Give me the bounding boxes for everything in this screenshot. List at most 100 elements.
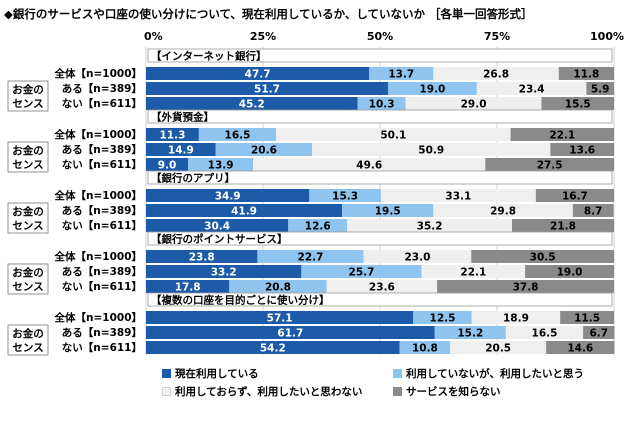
bar-value-label: 10.8 (412, 343, 438, 355)
bar-value-label: 13.7 (388, 69, 414, 81)
bar-value-label: 12.5 (430, 313, 456, 325)
group-label-line: お金の (12, 144, 44, 157)
bar-segment (505, 326, 584, 339)
bar-value-label: 13.9 (208, 160, 234, 172)
bar-value-label: 50.9 (418, 145, 444, 157)
section-title-box (147, 292, 613, 307)
bar-value-label: 25.7 (349, 267, 375, 279)
bar-segment (309, 189, 381, 202)
bar-value-label: 16.5 (225, 130, 251, 142)
bar-segment (433, 67, 559, 80)
x-tick-label: 100% (590, 30, 624, 43)
bar-segment (511, 219, 614, 232)
bar-segment (535, 189, 614, 202)
bar-value-label: 22.1 (460, 267, 486, 279)
x-tick-label: 50% (367, 30, 393, 43)
bar-value-label: 14.6 (567, 343, 593, 355)
bar-segment (146, 265, 302, 278)
row-label: ある【n=389】 (62, 143, 142, 156)
bar-value-label: 19.0 (419, 84, 445, 96)
bar-value-label: 22.1 (549, 130, 575, 142)
section-title-box (147, 231, 613, 246)
group-label-line: お金の (12, 205, 44, 218)
bar-value-label: 15.2 (457, 328, 483, 340)
bar-value-label: 6.7 (589, 328, 608, 340)
bar-segment (560, 311, 614, 324)
bar-segment (550, 143, 614, 156)
bar-segment (146, 250, 258, 263)
legend-swatch-0 (162, 369, 171, 378)
row-label: ない【n=611】 (62, 219, 142, 232)
group-label-line: センス (12, 220, 43, 232)
bar-value-label: 5.9 (591, 84, 610, 96)
x-tick-label: 25% (250, 30, 276, 43)
bar-segment (380, 189, 536, 202)
bar-segment (546, 341, 615, 354)
row-label: 全体【n=1000】 (54, 189, 143, 202)
bar-segment (437, 280, 614, 293)
bar-segment (405, 97, 542, 110)
bar-value-label: 23.4 (519, 84, 545, 96)
bar-value-label: 27.5 (537, 160, 563, 172)
bar-segment (510, 128, 614, 141)
group-label-line: センス (12, 342, 43, 354)
bar-value-label: 20.6 (251, 145, 277, 157)
row-label: ある【n=389】 (62, 204, 142, 217)
row-label: 全体【n=1000】 (54, 311, 143, 324)
bar-value-label: 17.8 (175, 282, 201, 294)
bar-value-label: 13.6 (569, 145, 595, 157)
bar-value-label: 50.1 (380, 130, 406, 142)
bar-segment (146, 219, 289, 232)
bar-segment (485, 158, 614, 171)
bar-value-label: 30.4 (204, 221, 230, 233)
bar-segment (146, 128, 199, 141)
bar-segment (229, 280, 327, 293)
bar-segment (146, 326, 435, 339)
bar-value-label: 61.7 (277, 328, 303, 340)
row-label: ある【n=389】 (62, 265, 142, 278)
bar-segment (146, 143, 216, 156)
bar-segment (146, 82, 388, 95)
bar-segment (312, 143, 551, 156)
group-label-line: センス (12, 98, 43, 110)
bar-value-label: 34.9 (215, 191, 241, 203)
chart-title: ◆銀行のサービスや口座の使い分けについて、現在利用しているか、していないか ［各… (4, 7, 533, 21)
group-label-box (7, 324, 49, 356)
section-title: 【インターネット銀行】 (151, 50, 267, 63)
bar-segment (387, 82, 477, 95)
bar-value-label: 37.8 (513, 282, 539, 294)
x-tick-label: 75% (484, 30, 510, 43)
bar-segment (369, 67, 434, 80)
legend-item-3: サービスを知らない (393, 384, 501, 399)
section-title: 【複数の口座を目的ごとに使い分け】 (151, 294, 330, 307)
bar-value-label: 19.0 (557, 267, 583, 279)
bar-segment (288, 219, 348, 232)
legend-swatch-2 (162, 387, 171, 396)
bar-segment (471, 250, 614, 263)
bar-segment (198, 128, 277, 141)
bar-segment (525, 265, 614, 278)
legend-swatch-3 (393, 387, 402, 396)
row-label: 全体【n=1000】 (54, 128, 143, 141)
bar-segment (253, 158, 486, 171)
group-label-line: お金の (12, 266, 44, 279)
bar-value-label: 22.7 (298, 252, 324, 264)
legend-label-3: サービスを知らない (406, 386, 501, 398)
bar-value-label: 41.9 (231, 206, 257, 218)
bar-segment (558, 67, 614, 80)
bar-value-label: 45.2 (239, 99, 265, 111)
bar-segment (301, 265, 422, 278)
bar-segment (188, 158, 254, 171)
row-label: ない【n=611】 (62, 280, 142, 293)
bar-value-label: 15.3 (332, 191, 358, 203)
bar-value-label: 18.9 (503, 313, 529, 325)
legend-swatch-1 (393, 369, 402, 378)
bar-value-label: 10.3 (369, 99, 395, 111)
bar-segment (476, 82, 587, 95)
bar-segment (434, 326, 506, 339)
legend-item-1: 利用していないが、利用したいと思う (393, 366, 584, 381)
bar-segment (342, 204, 434, 217)
bar-segment (413, 311, 472, 324)
bar-segment (421, 265, 526, 278)
